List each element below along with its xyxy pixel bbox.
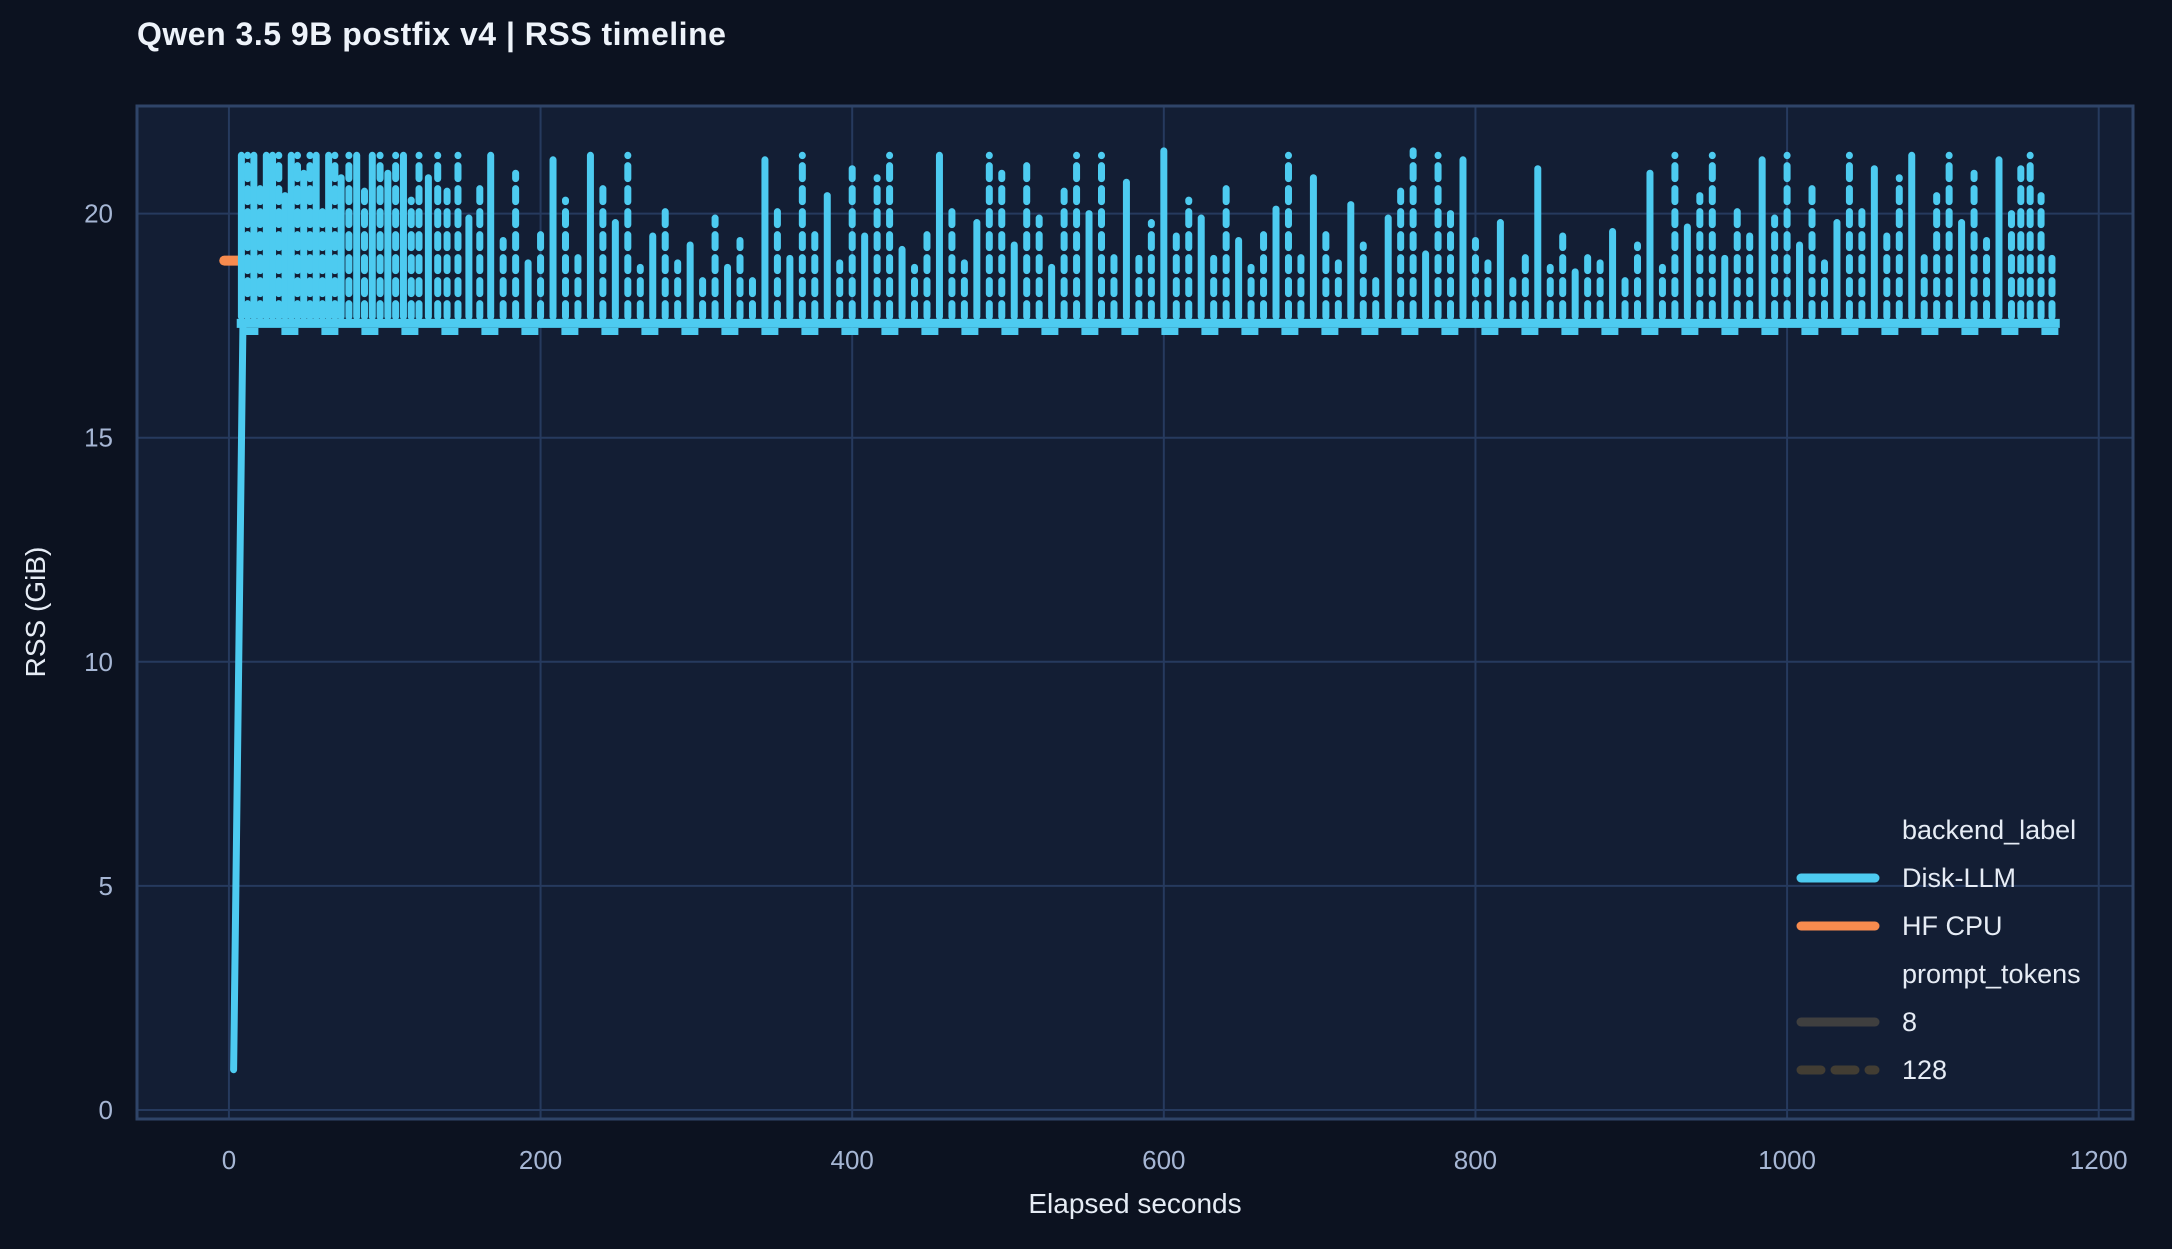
plot-border bbox=[135, 104, 2135, 1121]
y-tick-label: 10 bbox=[84, 647, 113, 677]
x-axis-title: Elapsed seconds bbox=[1028, 1188, 1242, 1219]
y-tick-label: 5 bbox=[99, 871, 113, 901]
legend-item-label: 128 bbox=[1902, 1054, 1948, 1085]
chart-title: Qwen 3.5 9B postfix v4 | RSS timeline bbox=[137, 16, 727, 52]
legend-item-128[interactable]: 128 bbox=[1796, 1046, 2081, 1094]
legend-item-8[interactable]: 8 bbox=[1796, 998, 2081, 1046]
legend-item-disk-llm[interactable]: Disk-LLM bbox=[1796, 854, 2081, 902]
legend-item-label: 8 bbox=[1902, 1006, 1918, 1037]
legend-item-hf-cpu[interactable]: HF CPU bbox=[1796, 902, 2081, 950]
x-tick-label: 200 bbox=[519, 1145, 562, 1175]
legend-item-label: HF CPU bbox=[1902, 910, 2003, 941]
y-tick-label: 0 bbox=[99, 1095, 113, 1125]
legend-item-label: Disk-LLM bbox=[1902, 862, 2017, 893]
legend-line-swatch bbox=[1796, 1017, 1880, 1027]
legend-line-swatch bbox=[1796, 873, 1880, 883]
legend-group-title-backend_label: backend_label bbox=[1902, 814, 2077, 845]
x-tick-label: 600 bbox=[1142, 1145, 1185, 1175]
x-tick-label: 1000 bbox=[1758, 1145, 1816, 1175]
x-tick-label: 400 bbox=[830, 1145, 873, 1175]
legend-line-swatch bbox=[1796, 1065, 1880, 1075]
series-disk-llm-ramp[interactable] bbox=[230, 319, 247, 1074]
y-axis-title: RSS (GiB) bbox=[20, 546, 51, 678]
y-tick-label: 20 bbox=[84, 199, 113, 229]
x-tick-label: 1200 bbox=[2070, 1145, 2128, 1175]
x-tick-label: 0 bbox=[222, 1145, 236, 1175]
legend: backend_label Disk-LLM HF CPU prompt_tokens… bbox=[1796, 806, 2081, 1094]
legend-line-swatch bbox=[1796, 921, 1880, 931]
x-tick-label: 800 bbox=[1454, 1145, 1497, 1175]
y-tick-label: 15 bbox=[84, 423, 113, 453]
legend-group-title-prompt_tokens: prompt_tokens bbox=[1902, 958, 2081, 989]
